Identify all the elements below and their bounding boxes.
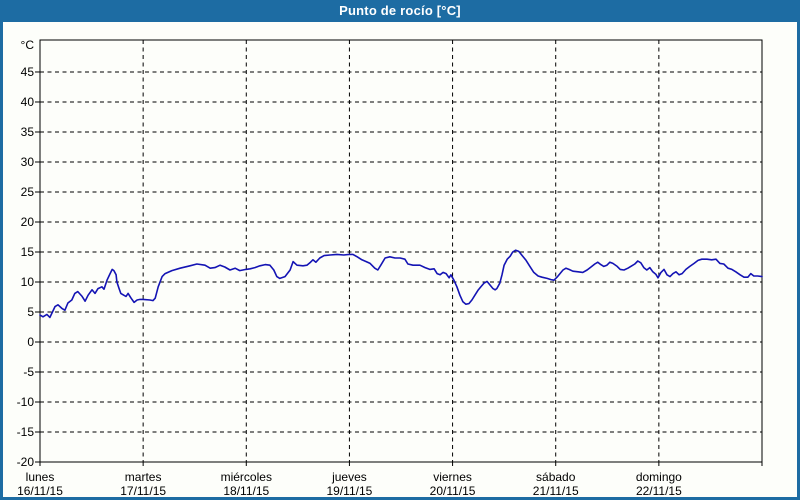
x-day-name-label: martes <box>125 470 162 484</box>
chart-canvas: 45 40 35 30 25 20 15 10 5 0 -5 -10 -15 -20 °C lunes 16/1… <box>0 22 800 500</box>
y-tick-label: -20 <box>17 455 35 469</box>
x-day-name-label: jueves <box>331 470 367 484</box>
y-tick-label: 15 <box>21 245 35 259</box>
y-tick-label: 40 <box>21 95 35 109</box>
x-day-date-label: 20/11/15 <box>430 484 476 498</box>
y-tick-label: 5 <box>27 305 34 319</box>
x-day-date-label: 21/11/15 <box>533 484 579 498</box>
chart-title: Punto de rocío [°C] <box>339 3 461 18</box>
y-tick-label: 0 <box>27 335 34 349</box>
x-day-date-label: 16/11/15 <box>17 484 63 498</box>
dew-point-series-line <box>39 249 763 319</box>
y-tick-label: 35 <box>21 125 35 139</box>
y-tick-label: -15 <box>17 425 35 439</box>
x-day-name-label: viernes <box>433 470 472 484</box>
y-tick-label: 25 <box>21 185 35 199</box>
y-tick-label: -10 <box>17 395 35 409</box>
y-axis-unit-label: °C <box>21 38 35 52</box>
y-tick-label: 10 <box>21 275 35 289</box>
plot-border <box>39 39 763 463</box>
y-tick-label: 20 <box>21 215 35 229</box>
x-day-name-label: lunes <box>26 470 55 484</box>
x-day-name-label: sábado <box>536 470 576 484</box>
x-day-date-label: 18/11/15 <box>223 484 269 498</box>
y-tick-label: -5 <box>23 365 34 379</box>
y-tick-label: 30 <box>21 155 35 169</box>
y-tick-label: 45 <box>21 65 35 79</box>
chart-title-bar: Punto de rocío [°C] <box>3 0 797 22</box>
x-day-name-label: domingo <box>636 470 682 484</box>
x-day-name-label: miércoles <box>221 470 272 484</box>
dew-point-chart: 45 40 35 30 25 20 15 10 5 0 -5 -10 -15 -20 °C lunes16/1… <box>17 38 763 498</box>
x-day-date-label: 22/11/15 <box>636 484 682 498</box>
x-day-date-label: 19/11/15 <box>327 484 373 498</box>
x-day-date-label: 17/11/15 <box>120 484 166 498</box>
